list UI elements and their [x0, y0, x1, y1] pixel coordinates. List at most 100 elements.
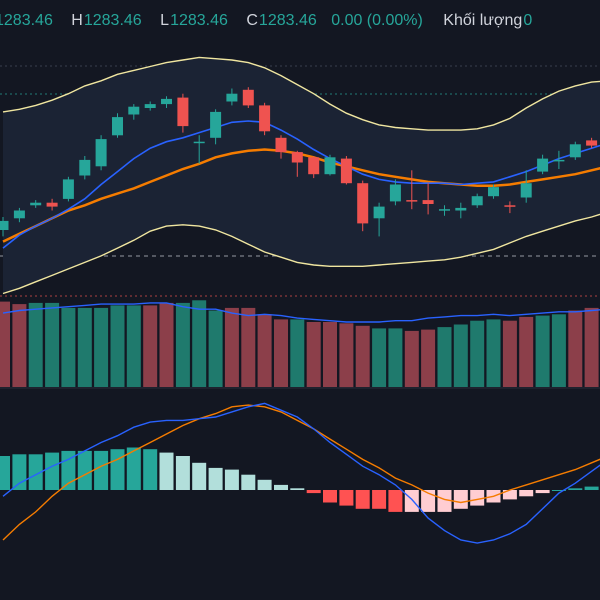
volume-ma [2, 302, 600, 323]
macd-histogram-bar [323, 490, 337, 503]
volume-bar [535, 315, 550, 387]
high-label: H [71, 12, 83, 29]
macd-histogram-bar [339, 490, 354, 506]
volume-bar [339, 323, 354, 388]
volume-ma-line [2, 302, 600, 323]
macd-histogram-bar [568, 488, 583, 490]
candle [210, 109, 222, 145]
candle-body [537, 158, 549, 172]
candle [112, 113, 123, 138]
volume-bar [159, 302, 174, 387]
volume-bar [257, 314, 272, 387]
volume-bar [323, 322, 337, 387]
volume-bar [12, 304, 27, 387]
candle-body [30, 202, 42, 206]
change-value: 0.00 (0.00%) [331, 12, 423, 29]
macd-histogram [0, 447, 599, 512]
candle [242, 87, 254, 108]
volume-bar [551, 314, 566, 387]
candle [422, 183, 434, 215]
candle [13, 207, 25, 223]
macd-histogram-bar [453, 490, 468, 509]
candle-body [455, 207, 467, 211]
volume-bar [208, 310, 223, 387]
candle-body [569, 144, 581, 158]
macd-histogram-bar [355, 490, 370, 509]
volume-value: 0 [523, 12, 533, 29]
candle-body [259, 105, 271, 132]
volume-bar [61, 307, 76, 387]
macd-histogram-bar [241, 474, 256, 490]
macd-histogram-bar [175, 456, 190, 490]
candle [340, 156, 352, 185]
volume-bar [290, 319, 305, 387]
candle [504, 201, 516, 214]
candle [161, 96, 172, 108]
macd-histogram-bar [502, 490, 517, 500]
candle-body [193, 141, 205, 144]
candle-body [226, 93, 238, 102]
candle-body [373, 206, 385, 219]
candle-body [324, 157, 336, 175]
macd-histogram-bar [551, 490, 566, 491]
macd-histogram-bar [0, 456, 10, 490]
candle-body [422, 200, 434, 204]
high-value: 1283.46 [83, 12, 142, 29]
close-value: 1283.46 [258, 12, 317, 29]
macd-histogram-bar [535, 490, 550, 494]
candle-body [177, 97, 189, 127]
candle [389, 179, 401, 206]
candle [144, 101, 156, 111]
candle-body [504, 205, 516, 207]
candle [569, 141, 581, 160]
volume-bar [486, 319, 501, 387]
candle [373, 202, 385, 237]
volume-bar [404, 330, 419, 387]
macd-histogram-bar [110, 449, 125, 490]
candle [62, 176, 74, 202]
macd-histogram-bar [306, 490, 321, 494]
candle-body [128, 106, 140, 115]
candle [406, 170, 418, 210]
low-value: 1283.46 [170, 12, 228, 29]
candle-body [13, 210, 25, 219]
candle [177, 93, 189, 133]
low-label: L [160, 12, 170, 29]
volume-bar [110, 305, 125, 387]
candle-body [520, 183, 532, 198]
volume-bar [224, 307, 239, 387]
volume-bar [28, 302, 43, 387]
candle [79, 156, 91, 180]
candle [95, 135, 107, 171]
volume-bar [175, 302, 190, 387]
volume-label: Khối lượng [443, 12, 523, 29]
candle-body [210, 111, 222, 138]
candle [0, 217, 9, 237]
candle-body [112, 117, 123, 136]
macd-lines [2, 402, 600, 544]
volume-bar [94, 307, 109, 387]
candle-body [586, 140, 598, 146]
candle-body [471, 196, 483, 206]
volume-bar [453, 324, 468, 387]
candle [128, 104, 140, 120]
candle [291, 150, 303, 177]
volume-bar [388, 328, 403, 387]
macd-histogram-bar [388, 490, 403, 512]
open-value: 1283.46 [0, 12, 53, 29]
candle [471, 193, 483, 208]
candle [275, 135, 287, 159]
candle [226, 88, 238, 106]
macd-histogram-bar [224, 469, 239, 490]
macd-histogram-bar [290, 488, 305, 490]
bollinger-fill [3, 57, 600, 294]
candle [537, 154, 549, 175]
candle-body [291, 152, 303, 163]
candle-body [242, 89, 254, 106]
ohlc-legend: 1283.46 H1283.46 L1283.46 C1283.46 0.00 … [0, 12, 532, 34]
candle [520, 170, 532, 203]
macd-histogram-bar [257, 479, 272, 490]
candle-body [389, 184, 401, 202]
